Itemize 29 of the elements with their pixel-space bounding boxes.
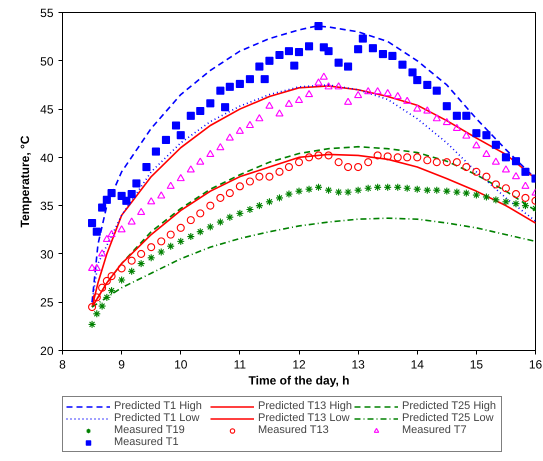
legend-label: Measured T7 <box>402 424 468 436</box>
y-tick-label: 30 <box>40 247 54 262</box>
legend-label: Predicted T1 Low <box>114 412 200 424</box>
legend-label: Predicted T1 High <box>114 400 203 412</box>
legend-label: Predicted T25 High <box>402 400 497 412</box>
x-tick-label: 13 <box>351 358 366 372</box>
x-tick-label: 11 <box>234 358 246 372</box>
y-tick-label: 50 <box>40 54 54 68</box>
legend-label: Predicted T13 Low <box>258 412 351 424</box>
y-tick-label: 35 <box>40 199 54 214</box>
y-tick-label: 40 <box>40 150 54 165</box>
y-axis-title: Temperature, °C <box>18 135 32 228</box>
x-tick-label: 8 <box>59 358 66 372</box>
y-tick-label: 20 <box>40 344 54 358</box>
x-axis-title: Time of the day, h <box>248 374 350 388</box>
y-tick-label: 55 <box>40 6 54 20</box>
x-tick-label: 14 <box>410 358 424 372</box>
y-tick-label: 45 <box>40 102 54 117</box>
legend-label: Predicted T13 High <box>258 400 353 412</box>
y-tick-label: 25 <box>40 296 54 310</box>
legend-label: Measured T19 <box>114 424 186 436</box>
legend-label: Measured T13 <box>258 424 330 436</box>
legend-label: Measured T1 <box>114 436 180 448</box>
x-tick-label: 9 <box>118 358 126 372</box>
legend-label: Predicted T25 Low <box>402 412 495 424</box>
x-tick-label: 12 <box>292 358 306 372</box>
x-tick-label: 10 <box>174 358 188 372</box>
x-tick-label: 16 <box>528 358 542 372</box>
x-tick-label: 15 <box>470 358 484 372</box>
